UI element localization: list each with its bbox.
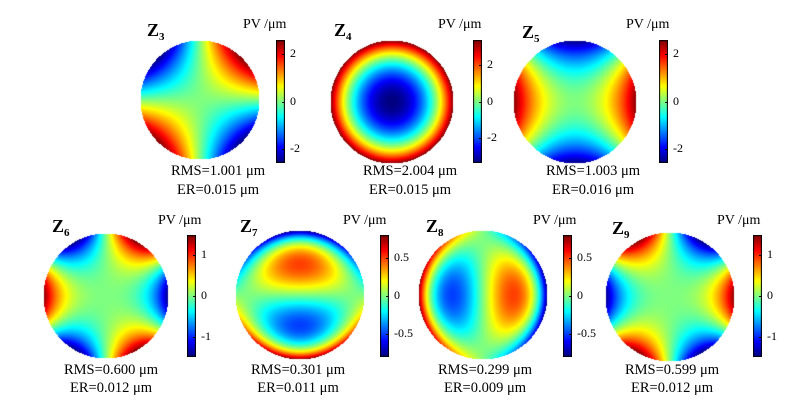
colorbar-z3 — [276, 40, 285, 163]
wavefront-map-z4 — [330, 40, 454, 164]
panel-label-z6: Z6 — [52, 216, 70, 239]
colorbar-z6 — [187, 235, 196, 357]
panel-label-z5: Z5 — [522, 22, 540, 45]
colorbar-unit-z5: PV /μm — [626, 17, 670, 32]
er-value-z9: ER=0.012 μm — [630, 380, 713, 396]
colorbar-z7 — [380, 235, 389, 357]
panel-z8 — [418, 230, 578, 390]
colorbar-tick-mark — [386, 296, 389, 297]
panel-z9 — [605, 232, 765, 392]
colorbar-unit-z7: PV /μm — [343, 213, 387, 228]
colorbar-tick-mark — [569, 334, 572, 335]
colorbar-unit-z6: PV /μm — [158, 213, 202, 228]
colorbar-tick-label: 0 — [577, 288, 583, 302]
rms-value-z5: RMS=1.003 μm — [545, 163, 641, 179]
er-value-z4: ER=0.015 μm — [368, 182, 451, 198]
colorbar-tick-mark — [193, 337, 196, 338]
colorbar-z4 — [473, 40, 482, 163]
colorbar-tick-mark — [665, 54, 668, 55]
colorbar-tick-label: -2 — [290, 141, 300, 155]
colorbar-tick-label: -0.5 — [577, 326, 596, 340]
wavefront-map-z5 — [513, 40, 637, 164]
colorbar-tick-mark — [569, 258, 572, 259]
colorbar-unit-z3: PV /μm — [243, 17, 287, 32]
colorbar-tick-label: 0.5 — [577, 250, 592, 264]
rms-value-z9: RMS=0.599 μm — [624, 362, 720, 378]
colorbar-tick-label: 2 — [673, 46, 679, 60]
colorbar-tick-mark — [193, 255, 196, 256]
colorbar-unit-z4: PV /μm — [438, 17, 482, 32]
colorbar-unit-z8: PV /μm — [533, 213, 577, 228]
colorbar-tick-label: 0 — [201, 288, 207, 302]
colorbar-tick-label: 0 — [767, 288, 773, 302]
rms-value-z8: RMS=0.299 μm — [437, 362, 533, 378]
colorbar-tick-mark — [386, 334, 389, 335]
colorbar-tick-mark — [479, 102, 482, 103]
colorbar-tick-label: 2 — [290, 46, 296, 60]
panel-label-z8: Z8 — [426, 216, 444, 239]
colorbar-tick-mark — [282, 54, 285, 55]
colorbar-tick-label: 2 — [487, 57, 493, 71]
colorbar-tick-mark — [759, 337, 762, 338]
colorbar-tick-label: -1 — [767, 329, 777, 343]
colorbar-tick-mark — [569, 296, 572, 297]
colorbar-tick-mark — [282, 149, 285, 150]
colorbar-tick-label: 0 — [487, 94, 493, 108]
panel-label-z3: Z3 — [147, 20, 165, 43]
panel-z3 — [140, 40, 300, 200]
colorbar-unit-z9: PV /μm — [717, 213, 761, 228]
colorbar-tick-mark — [479, 65, 482, 66]
panel-label-z9: Z9 — [612, 218, 630, 241]
colorbar-tick-label: 0 — [673, 94, 679, 108]
colorbar-tick-mark — [759, 255, 762, 256]
colorbar-tick-mark — [665, 102, 668, 103]
colorbar-tick-mark — [193, 296, 196, 297]
rms-value-z6: RMS=0.600 μm — [63, 362, 159, 378]
rms-value-z7: RMS=0.301 μm — [250, 362, 346, 378]
colorbar-tick-label: 0 — [394, 288, 400, 302]
colorbar-tick-label: 1 — [767, 247, 773, 261]
wavefront-map-z6 — [43, 233, 169, 359]
colorbar-tick-label: 0 — [290, 94, 296, 108]
er-value-z3: ER=0.015 μm — [176, 182, 259, 198]
panel-z7 — [235, 230, 395, 390]
colorbar-z9 — [753, 235, 762, 357]
wavefront-map-z8 — [418, 230, 548, 360]
panel-z6 — [43, 233, 203, 393]
wavefront-map-z7 — [235, 230, 365, 360]
colorbar-tick-mark — [282, 102, 285, 103]
colorbar-tick-label: -0.5 — [394, 326, 413, 340]
colorbar-z8 — [563, 235, 572, 357]
colorbar-tick-mark — [759, 296, 762, 297]
panel-z4 — [330, 40, 490, 200]
colorbar-tick-label: -1 — [201, 329, 211, 343]
colorbar-z5 — [659, 40, 668, 163]
panel-label-z4: Z4 — [334, 20, 352, 43]
colorbar-tick-label: 0.5 — [394, 250, 409, 264]
colorbar-tick-label: 1 — [201, 247, 207, 261]
colorbar-tick-label: -2 — [673, 141, 683, 155]
rms-value-z3: RMS=1.001 μm — [170, 163, 266, 179]
er-value-z7: ER=0.011 μm — [257, 380, 339, 396]
panel-z5 — [513, 40, 673, 200]
er-value-z6: ER=0.012 μm — [69, 380, 152, 396]
colorbar-tick-label: -2 — [487, 130, 497, 144]
wavefront-map-z3 — [140, 40, 260, 160]
rms-value-z4: RMS=2.004 μm — [362, 163, 458, 179]
colorbar-tick-mark — [479, 138, 482, 139]
er-value-z8: ER=0.009 μm — [443, 380, 526, 396]
panel-label-z7: Z7 — [240, 216, 258, 239]
colorbar-tick-mark — [665, 149, 668, 150]
wavefront-map-z9 — [605, 232, 735, 362]
er-value-z5: ER=0.016 μm — [551, 182, 634, 198]
colorbar-tick-mark — [386, 258, 389, 259]
